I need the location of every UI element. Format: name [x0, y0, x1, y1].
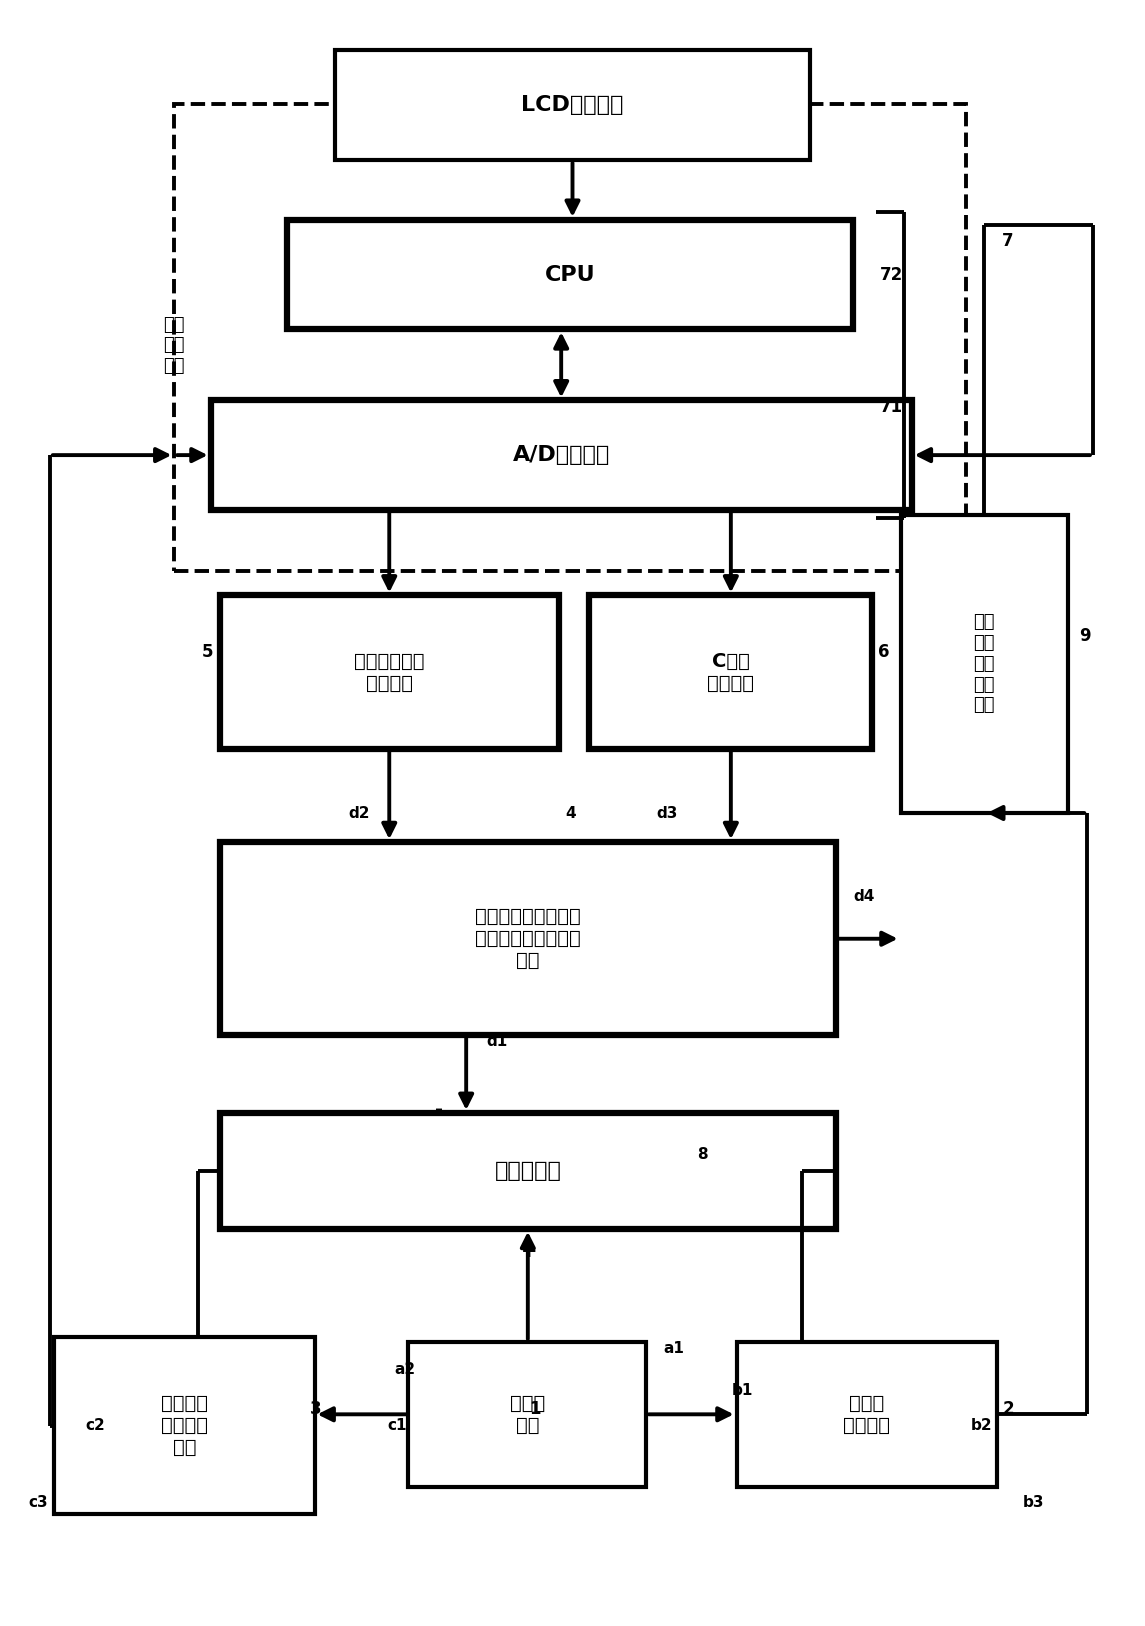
Text: d4: d4 — [853, 889, 875, 904]
Text: 低噪声
电源: 低噪声 电源 — [510, 1393, 545, 1434]
Text: C参数
测试电路: C参数 测试电路 — [708, 652, 755, 693]
Text: -: - — [435, 1101, 443, 1119]
FancyBboxPatch shape — [211, 400, 911, 511]
FancyBboxPatch shape — [220, 842, 836, 1036]
Text: c3: c3 — [29, 1496, 48, 1511]
Text: 8: 8 — [697, 1148, 708, 1163]
Text: 被测二极管: 被测二极管 — [495, 1161, 561, 1180]
FancyBboxPatch shape — [409, 1341, 646, 1486]
Text: d3: d3 — [656, 805, 678, 821]
Text: a2: a2 — [395, 1361, 416, 1377]
FancyBboxPatch shape — [220, 1112, 836, 1229]
Text: 7: 7 — [1002, 231, 1014, 250]
Text: c2: c2 — [85, 1418, 105, 1433]
Text: 9: 9 — [1080, 626, 1091, 644]
FancyBboxPatch shape — [55, 1337, 315, 1514]
Text: 正向可
调电流源: 正向可 调电流源 — [843, 1393, 890, 1434]
Text: 中央
处理
单元: 中央 处理 单元 — [164, 315, 185, 376]
FancyBboxPatch shape — [736, 1341, 996, 1486]
Text: c1: c1 — [387, 1418, 406, 1433]
Text: a1: a1 — [664, 1341, 685, 1356]
Text: 5: 5 — [202, 642, 213, 660]
Text: 反向动态电流及电压
波形测试与峰値检波
电路: 反向动态电流及电压 波形测试与峰値检波 电路 — [475, 907, 581, 971]
Text: 边沿可调
脉冲产生
电路: 边沿可调 脉冲产生 电路 — [161, 1393, 208, 1457]
FancyBboxPatch shape — [287, 220, 853, 330]
Text: LCD显示电路: LCD显示电路 — [521, 96, 624, 115]
FancyBboxPatch shape — [220, 595, 559, 748]
Text: b1: b1 — [732, 1382, 753, 1398]
Text: b2: b2 — [971, 1418, 993, 1433]
Text: +: + — [521, 1242, 538, 1262]
Text: 动态电流波形
采样电路: 动态电流波形 采样电路 — [354, 652, 425, 693]
Text: 3: 3 — [310, 1400, 322, 1418]
Text: 72: 72 — [881, 265, 903, 283]
Text: d1: d1 — [487, 1034, 508, 1049]
FancyBboxPatch shape — [590, 595, 872, 748]
FancyBboxPatch shape — [335, 50, 810, 159]
FancyBboxPatch shape — [900, 515, 1068, 813]
Text: b3: b3 — [1024, 1496, 1044, 1511]
Text: 反向
损耗
功率
测试
电路: 反向 损耗 功率 测试 电路 — [973, 613, 995, 714]
Text: 71: 71 — [881, 398, 903, 416]
Text: 1: 1 — [529, 1400, 542, 1418]
Text: CPU: CPU — [545, 265, 595, 285]
Text: 2: 2 — [1002, 1400, 1014, 1418]
Text: d2: d2 — [348, 805, 370, 821]
Text: A/D转换电路: A/D转换电路 — [513, 446, 610, 465]
Text: 4: 4 — [566, 805, 576, 821]
Text: 6: 6 — [878, 642, 890, 660]
